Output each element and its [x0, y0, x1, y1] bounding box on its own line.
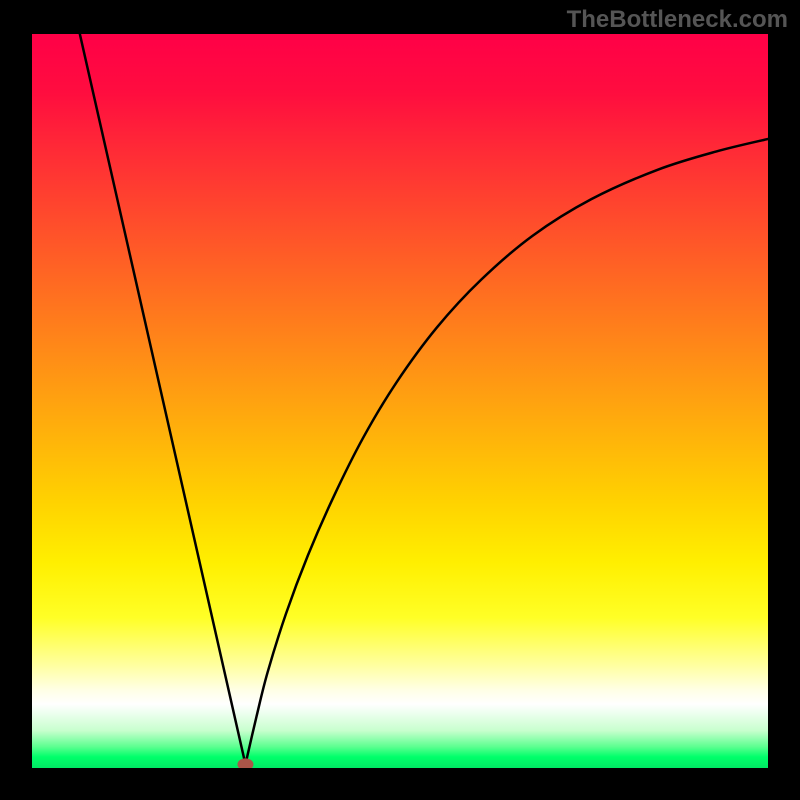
bottleneck-curve	[80, 34, 768, 764]
minimum-marker	[237, 758, 253, 768]
watermark-label: TheBottleneck.com	[567, 6, 788, 34]
chart-curve-layer	[32, 34, 768, 768]
chart-plot-area	[32, 34, 768, 768]
